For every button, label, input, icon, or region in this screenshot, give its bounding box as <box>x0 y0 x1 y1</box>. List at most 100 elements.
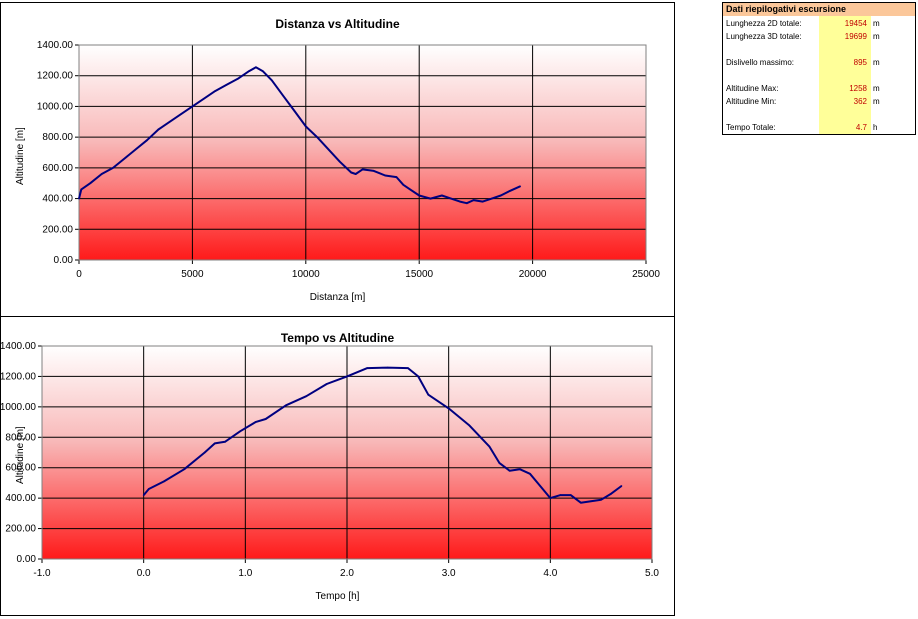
summary-value[interactable]: 895 <box>853 58 867 67</box>
data-point <box>183 468 186 471</box>
data-point <box>236 77 239 80</box>
plot-border <box>41 345 653 560</box>
x-tick-label: 5000 <box>181 269 204 280</box>
data-point <box>600 498 602 501</box>
data-point <box>559 494 562 496</box>
data-point <box>384 174 386 177</box>
data-point <box>490 197 493 200</box>
data-point <box>498 462 501 464</box>
data-point <box>481 200 484 203</box>
data-point <box>305 395 308 398</box>
chart-title: Distanza vs Altitudine <box>275 17 400 31</box>
x-tick-label: 0 <box>76 269 82 280</box>
y-tick-label: 1400.00 <box>1 341 36 352</box>
data-point <box>214 90 216 92</box>
x-tick-label: 15000 <box>405 269 433 280</box>
data-point <box>417 375 419 378</box>
x-tick-label: 0.0 <box>137 568 151 579</box>
value-column-highlight <box>819 16 871 134</box>
y-tick-label: 600.00 <box>42 163 73 174</box>
x-tick-label: -1.0 <box>33 568 51 579</box>
summary-value[interactable]: 362 <box>853 97 867 106</box>
data-point <box>418 194 421 197</box>
data-point <box>270 79 273 82</box>
data-point <box>500 194 502 197</box>
data-point <box>239 430 242 432</box>
data-point <box>134 148 137 151</box>
y-tick-label: 600.00 <box>5 463 36 474</box>
summary-table: Dati riepilogativi escursione Lunghezza … <box>722 2 916 135</box>
y-tick-label: 1200.00 <box>37 71 74 82</box>
data-point <box>373 170 375 172</box>
data-point <box>472 199 475 201</box>
chart-plot: 0.00 200.00 400.00 600.00 800.00 1000.00 1200.… <box>37 40 660 280</box>
x-tick-label: 25000 <box>632 269 660 280</box>
data-point <box>509 190 511 192</box>
data-point <box>429 197 432 200</box>
data-point <box>316 136 318 138</box>
summary-value[interactable]: 19454 <box>844 19 867 28</box>
data-point <box>549 497 552 499</box>
data-point <box>386 366 389 369</box>
summary-unit: m <box>873 84 880 93</box>
y-tick-label: 0.00 <box>54 255 74 266</box>
y-tick-label: 1000.00 <box>1 402 36 413</box>
data-point <box>395 176 398 178</box>
data-point <box>157 128 160 131</box>
series-line-0 <box>78 66 521 205</box>
data-point <box>202 97 205 100</box>
data-point <box>89 182 92 185</box>
x-tick-label: 10000 <box>292 269 320 280</box>
summary-unit: m <box>873 58 880 67</box>
data-point <box>488 445 491 448</box>
x-tick-label: 20000 <box>519 269 547 280</box>
data-point <box>146 139 148 142</box>
y-tick-label: 200.00 <box>5 524 36 535</box>
data-point <box>447 407 450 410</box>
summary-label: Dislivello massimo: <box>726 58 795 67</box>
data-point <box>325 383 328 385</box>
data-point <box>407 367 409 369</box>
data-point <box>409 188 411 191</box>
y-tick-label: 800.00 <box>42 132 73 143</box>
x-tick-label: 1.0 <box>238 568 252 579</box>
summary-row-alt-max: Altitudine Max: 1258 m <box>723 83 915 94</box>
summary-label: Tempo Totale: <box>726 123 776 132</box>
data-point <box>293 110 296 112</box>
summary-label: Altitudine Min: <box>726 97 777 106</box>
data-point <box>225 84 228 86</box>
summary-unit: m <box>873 97 880 106</box>
data-point <box>459 200 461 203</box>
plot-background <box>79 45 646 260</box>
plot-border <box>78 44 647 261</box>
summary-value[interactable]: 19699 <box>844 32 867 41</box>
summary-unit: m <box>873 19 880 28</box>
data-point <box>519 185 522 188</box>
data-point <box>402 183 405 186</box>
data-point <box>327 148 330 151</box>
data-point <box>282 94 284 97</box>
data-point <box>620 485 623 487</box>
data-point <box>427 393 430 396</box>
data-point <box>264 418 267 420</box>
summary-value[interactable]: 4.7 <box>855 123 867 132</box>
x-tick-label: 2.0 <box>340 568 354 579</box>
data-point <box>466 202 468 204</box>
data-point <box>441 194 443 197</box>
data-point <box>248 70 250 72</box>
data-point <box>285 404 287 407</box>
y-tick-label: 400.00 <box>42 194 73 205</box>
distance-altitude-chart[interactable]: Distanza vs Altitudine Distanza [m] Alti… <box>0 2 675 317</box>
x-tick-label: 5.0 <box>645 568 659 579</box>
time-altitude-chart[interactable]: Tempo vs Altitudine Tempo [h] Altitudine… <box>0 316 675 616</box>
data-point <box>112 167 114 169</box>
data-point <box>508 469 511 472</box>
data-point <box>468 424 470 426</box>
summary-value[interactable]: 1258 <box>849 84 867 93</box>
data-point <box>361 168 364 171</box>
data-point <box>224 441 226 443</box>
summary-label: Lunghezza 3D totale: <box>726 32 802 41</box>
y-tick-label: 1200.00 <box>1 371 36 382</box>
data-point <box>180 113 182 115</box>
data-point <box>261 70 264 72</box>
